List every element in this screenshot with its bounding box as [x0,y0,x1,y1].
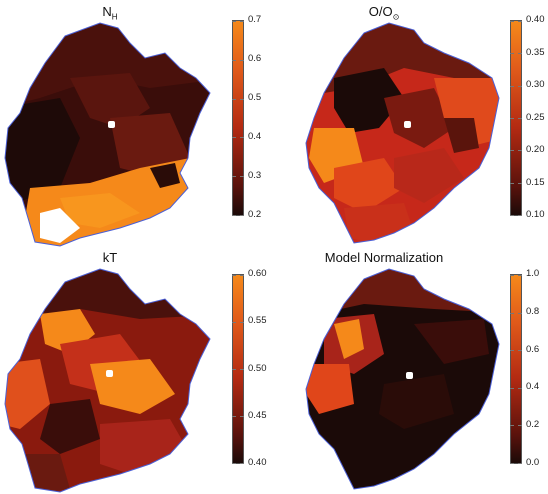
colorbar-tick-label: 0.7 [248,14,262,25]
colorbar-norm [510,274,522,464]
map-norm [305,268,500,490]
panel-title-norm-main: Model Normalization [324,250,444,265]
colorbar-tick [510,118,514,119]
colorbar-tick [510,150,514,152]
colorbar-tick-label: 0.10 [526,209,545,220]
panel-title-kt-main: kT [102,250,118,265]
colorbar-tick-label: 0.35 [526,46,545,58]
colorbar-tick [510,53,514,55]
colorbar-tick-label: 0.3 [248,170,262,181]
colorbar-tick [232,98,236,100]
colorbar-tick [518,275,522,276]
colorbar-tick [240,59,244,61]
colorbar-tick-label: 0.60 [248,268,267,279]
colorbar-tick [240,275,244,276]
colorbar-tick-label: 0.2 [526,419,540,431]
colorbar-tick [232,137,236,139]
colorbar-nh [232,20,244,216]
colorbar-oo [510,20,522,216]
colorbar-tick [518,425,522,427]
colorbar-tick-label: 0.40 [526,14,545,25]
colorbar-tick [510,350,514,352]
colorbar-tick-label: 0.20 [526,144,545,155]
colorbar-tick [518,312,522,314]
colorbar-tick [232,176,236,178]
colorbar-tick [518,350,522,352]
panel-norm: Model Normalization 1.0 0.8 0.6 0.4 0.2 0.0 [274,246,548,492]
colorbar-tick [240,137,244,139]
colorbar-tick [240,416,244,417]
colorbar-tick [232,21,236,22]
colorbar-tick [510,312,514,314]
colorbar-tick-label: 0.4 [248,131,262,142]
panel-kt: kT 0.60 0.55 0.50 0.45 0.40 [0,246,274,493]
colorbar-tick [510,182,514,184]
colorbar-tick-label: 1.0 [526,268,540,279]
colorbar-kt [232,274,244,464]
colorbar-tick [232,59,236,61]
center-marker [404,121,411,128]
colorbar-tick-label: 0.25 [526,111,545,123]
panel-nh: NH 0.7 0.6 0.5 0.4 0.3 0.2 [0,0,274,247]
colorbar-tick [232,369,236,370]
colorbar-tick [518,85,522,87]
colorbar-tick [232,275,236,276]
colorbar-tick [240,322,244,323]
colorbar-tick [518,215,522,216]
panel-title-nh-main: N [102,4,112,19]
panel-title-norm: Model Normalization [264,250,504,265]
colorbar-tick [240,176,244,178]
colorbar-tick-label: 0.6 [526,343,540,355]
colorbar-tick [518,53,522,55]
colorbar-tick [232,322,236,323]
colorbar-tick-label: 0.15 [526,176,545,188]
map-nh [4,22,211,247]
colorbar-tick [240,21,244,22]
colorbar-tick [518,150,522,152]
colorbar-tick-label: 0.0 [526,457,540,468]
panel-title-nh-sub: H [111,12,118,22]
colorbar-tick [518,463,522,464]
colorbar-tick [510,215,514,216]
colorbar-tick-label: 0.50 [248,362,267,374]
panel-oo: O/O⊙ 0.40 0.35 0.30 0.25 0.20 0.15 0.10 [274,0,548,246]
colorbar-tick-label: 0.2 [248,209,262,220]
colorbar-tick [510,85,514,87]
panel-title-nh: NH [0,4,230,22]
colorbar-tick [510,275,514,276]
map-oo [305,22,500,244]
colorbar-tick [232,463,236,464]
colorbar-tick [232,215,236,216]
center-marker [406,372,413,379]
colorbar-tick-label: 0.55 [248,315,267,327]
colorbar-tick [510,387,514,389]
colorbar-tick [518,387,522,389]
colorbar-tick [240,215,244,216]
colorbar-tick [232,416,236,417]
center-marker [108,121,115,128]
colorbar-tick [240,98,244,100]
colorbar-tick [518,182,522,184]
colorbar-tick-label: 0.45 [248,409,267,421]
colorbar-tick [518,21,522,22]
colorbar-tick-label: 0.5 [248,92,262,103]
panel-title-oo-main: O/O [368,4,393,19]
colorbar-tick-label: 0.40 [248,457,267,468]
panel-title-oo: O/O⊙ [264,4,504,22]
colorbar-tick [518,118,522,119]
colorbar-tick [510,425,514,427]
colorbar-tick [510,463,514,464]
colorbar-tick-label: 0.8 [526,305,540,317]
center-marker [106,370,113,377]
colorbar-tick-label: 0.30 [526,79,545,90]
colorbar-tick [240,369,244,370]
colorbar-tick [240,463,244,464]
colorbar-tick-label: 0.6 [248,53,262,64]
panel-title-oo-sub: ⊙ [392,12,400,22]
map-kt [4,268,211,493]
colorbar-tick [510,21,514,22]
panel-title-kt: kT [0,250,230,265]
colorbar-tick-label: 0.4 [526,381,540,393]
